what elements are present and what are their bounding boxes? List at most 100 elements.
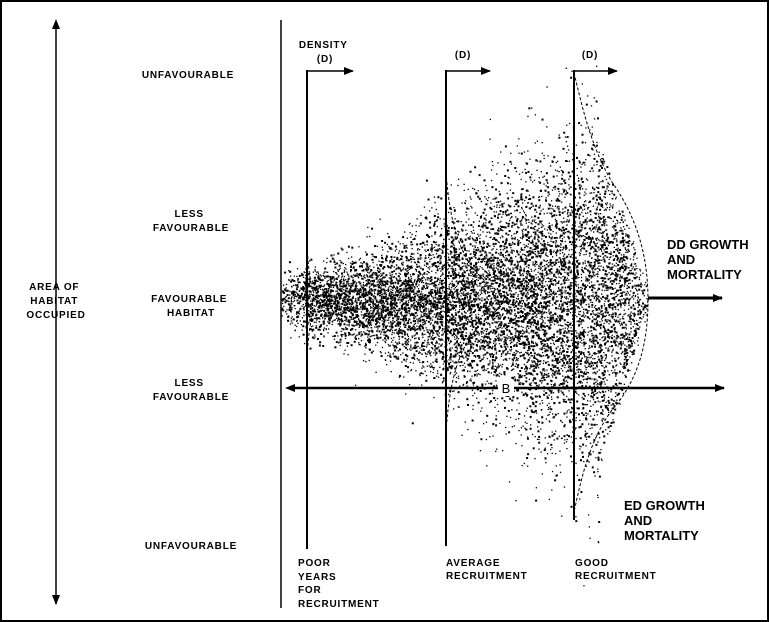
stipple-dot [543, 374, 545, 376]
stipple-dot [499, 193, 501, 196]
stipple-dot [586, 381, 588, 384]
stipple-dot [460, 221, 462, 223]
stipple-dot [461, 266, 463, 268]
stipple-dot [625, 251, 627, 254]
stipple-dot [429, 226, 432, 229]
stipple-dot [628, 315, 631, 318]
stipple-dot [482, 275, 484, 278]
stipple-dot [599, 269, 601, 272]
stipple-dot [370, 318, 373, 321]
stipple-dot [388, 293, 390, 295]
stipple-dot [374, 323, 377, 326]
stipple-dot [323, 335, 325, 337]
stipple-dot [486, 351, 489, 354]
stipple-dot [381, 304, 383, 306]
stipple-dot [538, 231, 540, 233]
stipple-dot [526, 287, 528, 289]
stipple-dot [590, 277, 592, 279]
stipple-dot [350, 265, 352, 267]
stipple-dot [519, 220, 522, 223]
stipple-dot [505, 287, 508, 290]
stipple-dot [402, 269, 404, 271]
stipple-dot [576, 275, 578, 278]
stipple-dot [528, 321, 530, 323]
stipple-dot [428, 236, 431, 238]
stipple-dot [513, 243, 515, 245]
stipple-dot [368, 287, 371, 289]
stipple-dot [525, 380, 528, 383]
stipple-dot [537, 328, 540, 331]
stipple-dot [380, 290, 382, 293]
stipple-dot [474, 212, 476, 214]
stipple-dot [541, 195, 543, 198]
stipple-dot [370, 309, 372, 312]
stipple-dot [579, 254, 581, 257]
stipple-dot [501, 225, 503, 228]
stipple-dot [460, 329, 462, 331]
stipple-dot [485, 226, 488, 229]
stipple-dot [613, 237, 615, 239]
stipple-dot [571, 301, 573, 303]
stipple-dot [603, 258, 606, 260]
stipple-dot [368, 324, 371, 327]
stipple-dot [406, 322, 409, 325]
stipple-dot [303, 296, 306, 298]
stipple-dot [529, 427, 532, 430]
stipple-dot [576, 382, 579, 385]
stipple-dot [489, 347, 491, 349]
stipple-dot [378, 284, 381, 286]
stipple-dot [607, 433, 609, 435]
stipple-dot [543, 393, 546, 396]
stipple-dot [593, 192, 595, 194]
stipple-dot [434, 294, 436, 296]
stipple-dot [570, 269, 572, 271]
stipple-dot [589, 129, 591, 131]
stipple-dot [365, 344, 367, 347]
stipple-dot [406, 265, 408, 267]
stipple-dot [532, 332, 534, 334]
stipple-dot [345, 326, 347, 328]
stipple-dot [494, 348, 497, 351]
stipple-dot [353, 340, 356, 343]
stipple-dot [312, 325, 314, 327]
stipple-dot [376, 281, 378, 283]
stipple-dot [593, 322, 596, 325]
stipple-dot [541, 118, 544, 121]
stipple-dot [556, 290, 559, 292]
stipple-dot [473, 281, 475, 283]
stipple-dot [379, 336, 382, 339]
stipple-dot [482, 258, 485, 261]
stipple-dot [397, 321, 400, 324]
stipple-dot [452, 294, 454, 296]
stipple-dot [518, 343, 520, 345]
stipple-dot [546, 277, 548, 280]
stipple-dot [314, 310, 317, 313]
stipple-dot [483, 368, 486, 370]
stipple-dot [548, 280, 550, 283]
stipple-dot [308, 310, 310, 312]
stipple-dot [448, 331, 451, 333]
stipple-dot [496, 357, 498, 359]
stipple-dot [630, 272, 633, 275]
stipple-dot [296, 302, 299, 304]
stipple-dot [595, 334, 598, 337]
stipple-dot [410, 370, 412, 372]
stipple-dot [593, 306, 596, 308]
stipple-dot [305, 274, 307, 276]
stipple-dot [361, 270, 363, 272]
stipple-dot [492, 269, 495, 272]
stipple-dot [472, 271, 475, 274]
stipple-dot [285, 287, 287, 289]
stipple-dot [599, 437, 601, 439]
stipple-dot [514, 302, 517, 304]
stipple-dot [509, 212, 512, 215]
stipple-dot [511, 225, 513, 227]
stipple-dot [308, 295, 311, 298]
stipple-dot [558, 195, 560, 197]
stipple-dot [484, 257, 486, 259]
stipple-dot [633, 263, 636, 265]
stipple-dot [419, 347, 421, 349]
stipple-dot [447, 340, 450, 342]
stipple-dot [584, 162, 586, 164]
stipple-dot [313, 300, 315, 302]
